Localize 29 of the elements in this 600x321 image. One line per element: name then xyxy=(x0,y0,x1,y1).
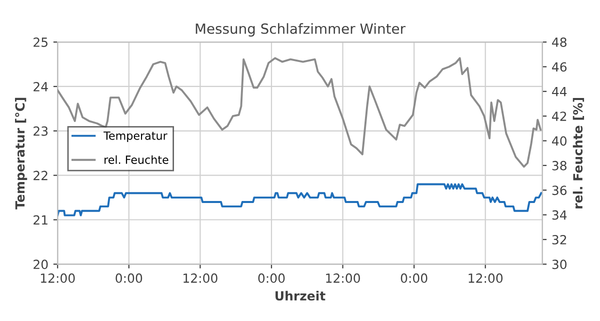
y-tick-label: 24 xyxy=(34,82,48,92)
x-tick-label: 12:00 xyxy=(468,273,503,283)
x-tick-label: 12:00 xyxy=(40,273,75,283)
legend-label: Temperatur xyxy=(104,132,168,142)
x-tick-label: 0:00 xyxy=(258,273,285,283)
chart-title: Messung Schlafzimmer Winter xyxy=(196,23,406,37)
x-tick-label: 0:00 xyxy=(400,273,428,283)
y-axis-title: Temperatur [°C] xyxy=(15,98,28,210)
x-tick-label: 0:00 xyxy=(116,273,142,283)
y2-tick-label: 44 xyxy=(552,87,567,96)
y2-axis-title: rel. Feuchte [%] xyxy=(572,98,584,208)
y2-tick-label: 36 xyxy=(552,186,567,196)
y-tick-label: 21 xyxy=(34,215,48,225)
y-tick-label: 23 xyxy=(34,126,48,136)
x-tick-label: 12:00 xyxy=(326,273,360,283)
y2-tick-label: 34 xyxy=(552,210,567,220)
y-tick-label: 22 xyxy=(34,170,48,180)
x-tick-label: 12:00 xyxy=(184,273,218,283)
y2-tick-label: 38 xyxy=(552,160,566,170)
x-axis-title: Uhrzeit xyxy=(276,290,326,301)
y2-tick-label: 32 xyxy=(552,234,566,244)
y2-tick-label: 40 xyxy=(552,136,567,146)
legend-label: rel. Feuchte xyxy=(104,155,168,164)
y2-tick-label: 42 xyxy=(552,112,566,121)
y-tick-label: 25 xyxy=(34,38,48,47)
y2-tick-label: 30 xyxy=(552,260,567,270)
y-tick-label: 20 xyxy=(34,260,48,270)
y2-tick-label: 48 xyxy=(552,38,566,47)
y2-tick-label: 46 xyxy=(552,62,567,72)
